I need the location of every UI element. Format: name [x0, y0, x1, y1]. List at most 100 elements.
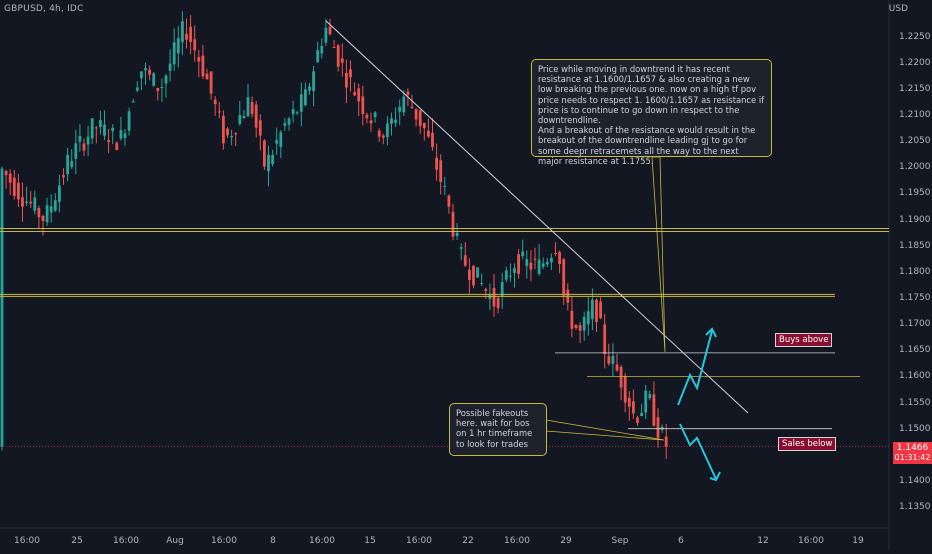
- candle-body: [70, 160, 74, 168]
- candle-body: [459, 247, 463, 249]
- candle-body: [176, 38, 180, 54]
- buys-above-label[interactable]: Buys above: [775, 333, 833, 347]
- price-tick-label: 1.1500: [899, 423, 931, 434]
- time-tick-label: 16:00: [504, 536, 530, 546]
- candle-body: [632, 401, 635, 414]
- candle-body: [148, 69, 151, 75]
- candle-body: [160, 86, 164, 88]
- price-tick-label: 1.1550: [899, 397, 931, 408]
- candle-body: [386, 123, 389, 138]
- candle-body: [357, 88, 361, 102]
- candle-body: [279, 132, 283, 147]
- candle-body: [181, 21, 184, 43]
- analysis-note[interactable]: Price while moving in downtrend it has r…: [531, 59, 772, 166]
- price-tick-label: 1.2250: [899, 31, 931, 42]
- candle-body: [131, 101, 135, 103]
- price-tick-label: 1.1850: [899, 240, 931, 251]
- candle-body: [582, 317, 586, 331]
- candle-body: [656, 417, 660, 438]
- candle-body: [390, 118, 393, 124]
- candle-body: [336, 45, 340, 67]
- candle-body: [492, 287, 496, 307]
- candle-body: [111, 127, 115, 132]
- candle-body: [595, 299, 598, 322]
- candle-body: [324, 27, 328, 43]
- candle-body: [258, 120, 262, 136]
- price-tick-label: 1.2000: [899, 162, 931, 173]
- price-tick-label: 1.2150: [899, 83, 931, 94]
- fakeout-note[interactable]: Possible fakeouts here. wait for bos on …: [449, 403, 547, 456]
- candle-body: [53, 200, 57, 211]
- bearish-arrowhead: [709, 471, 721, 482]
- candle-body: [615, 364, 619, 371]
- candle-body: [578, 325, 582, 331]
- candle-body: [509, 275, 512, 277]
- candle-body: [328, 26, 332, 35]
- candle-body: [312, 71, 315, 92]
- time-tick-label: 29: [560, 536, 572, 546]
- candle-body: [623, 376, 627, 403]
- candle-body: [513, 268, 516, 274]
- candle-body: [238, 115, 242, 125]
- candle-body: [427, 130, 430, 137]
- time-tick-label: 25: [71, 536, 83, 546]
- candle-body: [541, 263, 545, 267]
- candle-body: [25, 201, 28, 203]
- candle-body: [222, 115, 225, 144]
- candle-body: [545, 261, 549, 265]
- candle-body: [443, 185, 447, 187]
- price-tick-label: 1.2050: [899, 136, 931, 147]
- candle-body: [193, 39, 197, 51]
- time-tick-label: 22: [462, 536, 474, 546]
- candle-body: [455, 232, 459, 236]
- candle-body: [435, 157, 438, 170]
- symbol-label[interactable]: GBPUSD, 4h, IDC: [4, 4, 84, 14]
- candle-body: [17, 182, 20, 200]
- candles-layer: [0, 11, 668, 459]
- candle-body: [353, 92, 356, 96]
- candle-body: [41, 215, 45, 222]
- candle-body: [640, 412, 643, 417]
- candle-body: [8, 173, 12, 183]
- candle-body: [308, 86, 311, 91]
- price-tick-label: 1.1700: [899, 319, 931, 330]
- candle-body: [267, 154, 270, 172]
- candle-body: [90, 118, 94, 139]
- candle-body: [45, 205, 49, 223]
- candle-body: [304, 89, 307, 106]
- candle-body: [414, 108, 418, 120]
- time-tick-label: Sep: [611, 536, 629, 546]
- candle-body: [205, 73, 209, 80]
- candle-body: [652, 394, 656, 426]
- candle-body: [451, 211, 455, 237]
- candle-body: [86, 136, 90, 145]
- candle-body: [213, 99, 217, 105]
- candle-body: [521, 251, 525, 257]
- candle-body: [33, 197, 37, 211]
- candle-body: [185, 33, 188, 40]
- candle-body: [562, 259, 566, 296]
- candle-body: [550, 257, 553, 263]
- candle-body: [127, 111, 131, 131]
- candle-body: [189, 26, 192, 42]
- sales-below-label[interactable]: Sales below: [778, 437, 837, 451]
- candle-body: [271, 154, 274, 165]
- candle-body: [463, 255, 467, 266]
- candle-body: [78, 135, 82, 142]
- candle-body: [226, 128, 229, 136]
- candle-body: [287, 118, 291, 125]
- candle-body: [586, 311, 590, 325]
- candle-body: [537, 259, 541, 274]
- candle-body: [250, 101, 254, 115]
- candle-body: [209, 71, 213, 94]
- candle-body: [517, 254, 520, 274]
- candle-body: [246, 97, 250, 117]
- time-tick-label: 16:00: [798, 536, 824, 546]
- candle-body: [373, 112, 377, 118]
- candle-body: [468, 269, 471, 280]
- candle-body: [316, 50, 320, 63]
- time-tick-label: 16:00: [406, 536, 432, 546]
- candle-body: [591, 299, 594, 320]
